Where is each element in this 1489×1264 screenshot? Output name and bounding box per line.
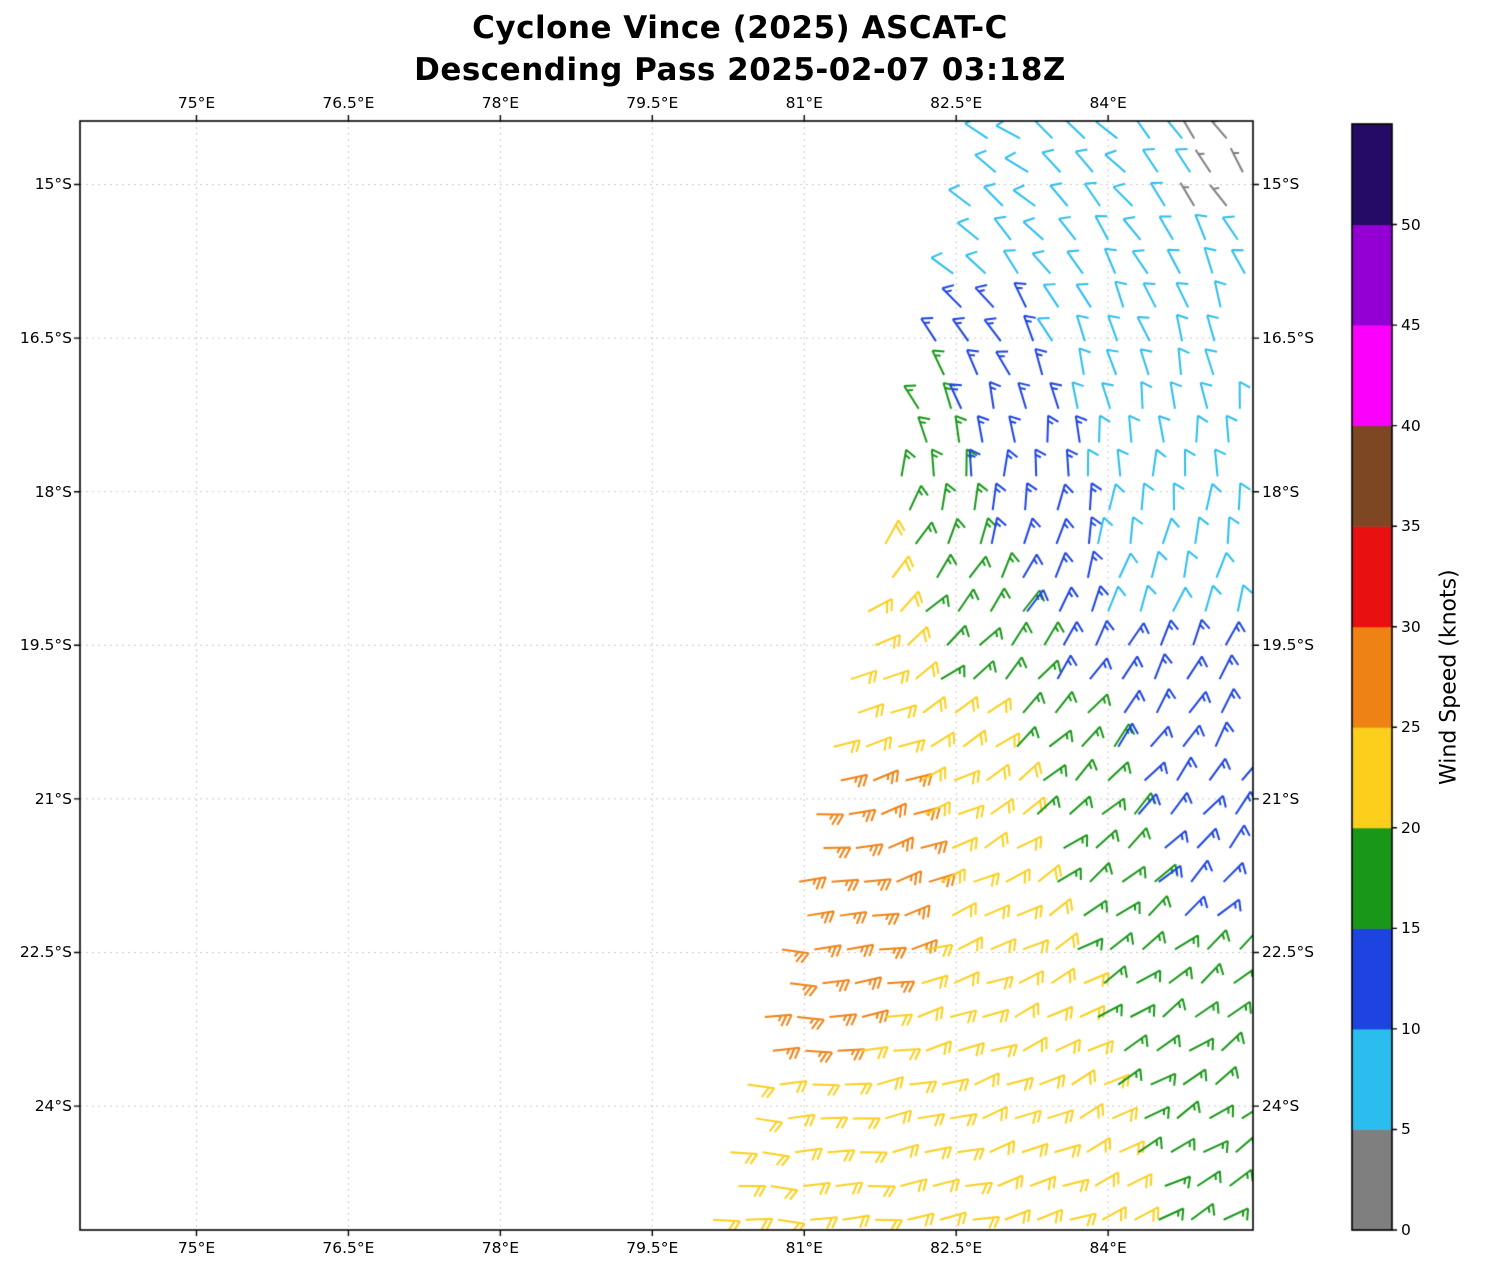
x-tick-label-bottom: 82.5°E (930, 1239, 983, 1257)
x-tick-label-bottom: 75°E (177, 1239, 216, 1257)
colorbar-tick-label: 30 (1401, 617, 1421, 636)
x-tick-label-top: 79.5°E (626, 94, 679, 112)
y-tick-label-left: 21°S (34, 789, 72, 808)
x-tick-label-bottom: 76.5°E (322, 1239, 375, 1257)
chart-title-line-1: Cyclone Vince (2025) ASCAT-C (472, 10, 1008, 46)
colorbar-axis-label: Wind Speed (knots) (1436, 569, 1462, 785)
y-tick-label-right: 15°S (1262, 175, 1300, 194)
x-tick-label-top: 78°E (481, 94, 520, 112)
y-tick-label-left: 15°S (34, 175, 72, 194)
x-tick-label-top: 81°E (785, 94, 823, 112)
colorbar-tick-label: 35 (1401, 517, 1421, 536)
x-tick-label-bottom: 84°E (1089, 1239, 1127, 1257)
colorbar-tick-label: 25 (1401, 718, 1421, 737)
y-tick-label-left: 19.5°S (19, 636, 72, 655)
colorbar-tick-label: 5 (1401, 1120, 1411, 1139)
y-tick-label-right: 24°S (1262, 1097, 1300, 1116)
colorbar-tick-label: 50 (1401, 215, 1421, 234)
colorbar-tick-label: 20 (1401, 818, 1421, 837)
x-tick-label-top: 75°E (177, 94, 216, 112)
x-tick-label-bottom: 81°E (785, 1239, 823, 1257)
y-tick-label-right: 21°S (1262, 789, 1300, 808)
chart-title-line-2: Descending Pass 2025-02-07 03:18Z (414, 52, 1066, 88)
colorbar-tick-label: 10 (1401, 1019, 1421, 1038)
y-tick-label-left: 18°S (34, 482, 72, 501)
y-tick-label-left: 16.5°S (19, 329, 72, 348)
x-tick-label-top: 84°E (1089, 94, 1127, 112)
y-tick-label-right: 16.5°S (1262, 329, 1315, 348)
colorbar-tick-label: 0 (1401, 1221, 1411, 1239)
x-tick-label-bottom: 79.5°E (626, 1239, 679, 1257)
colorbar-tick-label: 40 (1401, 416, 1421, 435)
y-tick-label-left: 24°S (34, 1097, 72, 1116)
colorbar-tick-label: 15 (1401, 919, 1421, 938)
y-tick-label-right: 19.5°S (1262, 636, 1315, 655)
x-tick-label-top: 76.5°E (322, 94, 375, 112)
x-tick-label-bottom: 78°E (481, 1239, 520, 1257)
y-tick-label-right: 18°S (1262, 482, 1300, 501)
x-tick-label-top: 82.5°E (930, 94, 983, 112)
y-tick-label-right: 22.5°S (1262, 943, 1315, 962)
colorbar-tick-label: 45 (1401, 316, 1421, 335)
y-tick-label-left: 22.5°S (19, 943, 72, 962)
